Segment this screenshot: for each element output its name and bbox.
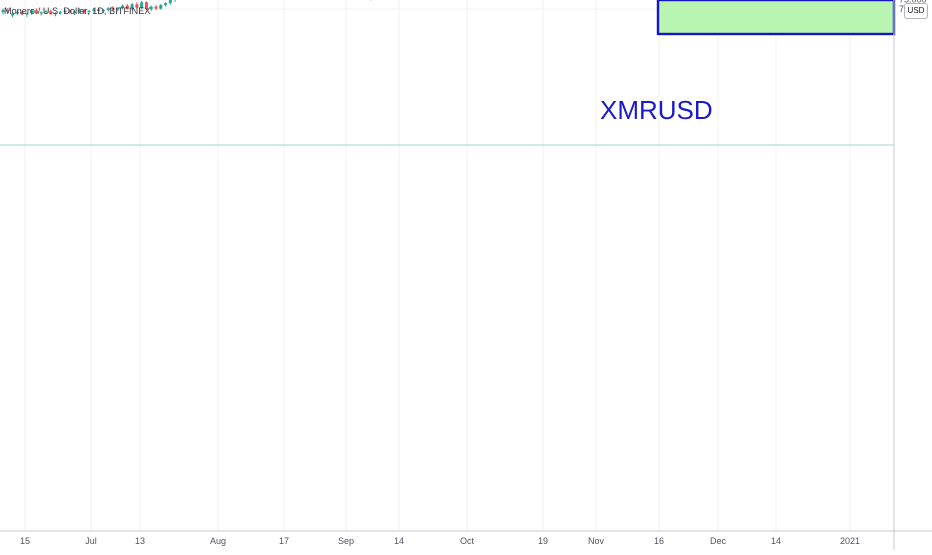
currency-button[interactable]: USD <box>904 3 928 19</box>
time-tick-label: 14 <box>771 536 781 546</box>
time-tick-label: Jul <box>85 536 97 546</box>
target-zone-box <box>658 0 894 34</box>
time-tick-label: Aug <box>210 536 226 546</box>
time-tick-label: 15 <box>20 536 30 546</box>
candle-body <box>169 0 172 3</box>
chart-annotation-title: XMRUSD <box>600 95 713 126</box>
grid <box>0 0 894 531</box>
candle-body <box>159 5 162 9</box>
time-tick-label: 19 <box>538 536 548 546</box>
time-tick-label: 17 <box>279 536 289 546</box>
candle <box>164 2 167 7</box>
time-tick-label: 14 <box>394 536 404 546</box>
candle-body <box>155 7 158 9</box>
time-tick-label: Oct <box>460 536 475 546</box>
candle <box>174 0 177 2</box>
time-axis[interactable]: 15 Jul 13 Aug 17 Sep 14 Oct 19 Nov 16 Dec 14 2021 <box>20 536 860 546</box>
time-tick-label: Nov <box>588 536 605 546</box>
symbol-title: Monero / U.S. Dollar, 1D, BITFINEX <box>4 6 150 16</box>
time-tick-label: 13 <box>135 536 145 546</box>
time-tick-label: 2021 <box>840 536 860 546</box>
candle <box>169 0 172 5</box>
time-tick-label: Dec <box>710 536 727 546</box>
time-tick-label: Sep <box>338 536 354 546</box>
candle-body <box>164 3 167 5</box>
time-tick-label: 16 <box>654 536 664 546</box>
